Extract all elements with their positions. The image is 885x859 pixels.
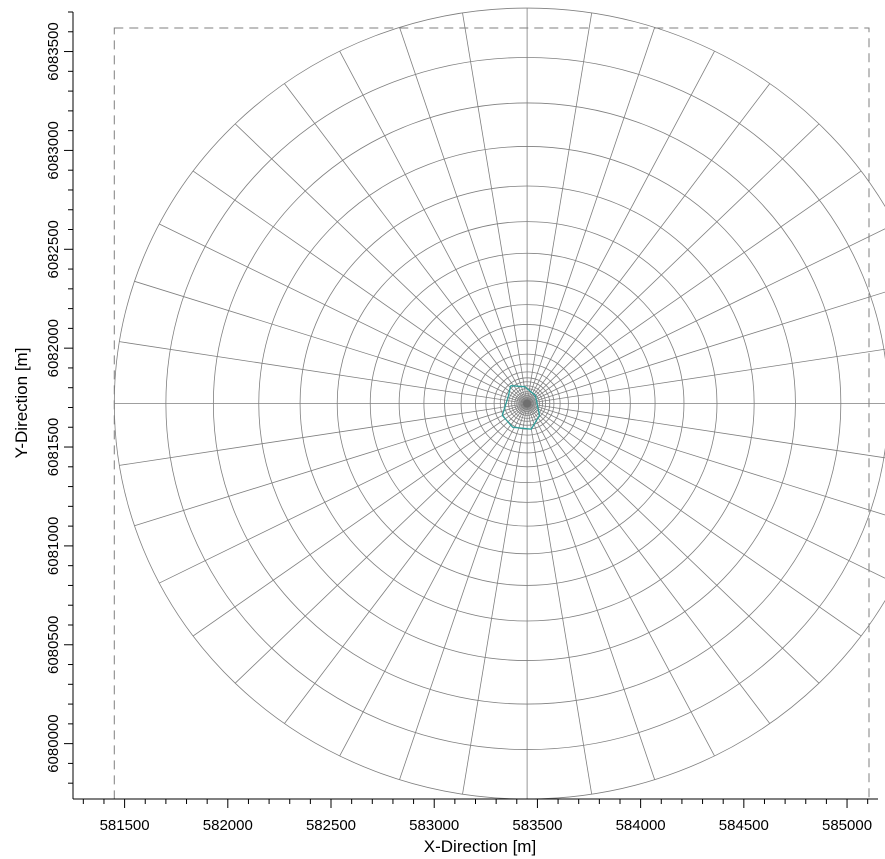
mesh-radial-line xyxy=(159,223,528,404)
y-axis-title: Y-Direction [m] xyxy=(12,348,31,459)
y-tick-label: 6081500 xyxy=(45,418,62,476)
mesh-radial-line xyxy=(527,403,885,459)
x-tick-label: 584500 xyxy=(719,817,769,834)
mesh-radial-line xyxy=(119,403,528,466)
mesh-radial-line xyxy=(526,12,593,404)
x-tick-label: 585000 xyxy=(822,817,872,834)
mesh-radial-line xyxy=(462,12,528,404)
mesh-radial-line xyxy=(526,403,593,795)
y-tick-label: 6081000 xyxy=(45,517,62,575)
mesh-radial-line xyxy=(234,123,528,404)
mesh-radial-line xyxy=(134,280,528,404)
mesh-radial-line xyxy=(526,403,862,637)
x-tick-label: 582500 xyxy=(306,817,356,834)
mesh-radial-line xyxy=(399,27,528,404)
y-tick-label: 6080500 xyxy=(45,616,62,674)
mesh-radial-line xyxy=(134,403,528,527)
mesh-radial-line xyxy=(284,83,528,404)
mesh-radial-line xyxy=(399,403,528,780)
mesh-radial-line xyxy=(526,291,885,404)
mesh-radial-line xyxy=(526,403,656,780)
mesh-radial-line xyxy=(526,403,820,684)
ticks-layer: 581500 582000 582500 583000 583500 584000 5845… xyxy=(45,11,872,834)
x-tick-label: 581500 xyxy=(100,817,150,834)
mesh-radial-line xyxy=(526,228,885,404)
mesh-radial-line xyxy=(526,403,885,516)
mesh-radial-line xyxy=(526,403,771,724)
mesh-radial-line xyxy=(526,83,771,404)
y-tick-label: 6082500 xyxy=(45,220,62,278)
mesh-radial-line xyxy=(339,50,528,404)
x-tick-label: 582000 xyxy=(203,817,253,834)
mesh-radial-line xyxy=(192,403,528,637)
x-tick-label: 583000 xyxy=(409,817,459,834)
mesh-radial-line xyxy=(526,403,885,579)
mesh-radial-line xyxy=(527,348,885,404)
mesh-radial-line xyxy=(526,170,862,404)
mesh-radial-line xyxy=(192,170,528,404)
x-axis-title: X-Direction [m] xyxy=(424,837,536,856)
mesh-radial-line xyxy=(462,403,528,795)
y-tick-label: 6083000 xyxy=(45,121,62,179)
structure-layer xyxy=(501,385,541,430)
y-tick-label: 6082000 xyxy=(45,319,62,377)
x-tick-label: 584000 xyxy=(616,817,666,834)
mesh-radial-line xyxy=(526,27,656,404)
mesh-radial-line xyxy=(526,403,715,757)
mesh-radial-line xyxy=(159,403,528,584)
mesh-radial-line xyxy=(234,403,528,684)
mesh-radial-line xyxy=(284,403,528,724)
mesh-layer xyxy=(113,7,885,800)
mesh-radial-line xyxy=(339,403,528,757)
y-tick-label: 6083500 xyxy=(45,22,62,80)
mesh-radial-line xyxy=(526,50,715,404)
y-tick-label: 6080000 xyxy=(45,714,62,772)
mesh-center-dense xyxy=(522,399,532,408)
x-tick-label: 583500 xyxy=(512,817,562,834)
mesh-radial-line xyxy=(526,123,820,404)
mesh-radial-line xyxy=(119,341,528,404)
domain-boundary xyxy=(113,27,870,800)
structure-outline xyxy=(501,385,541,430)
